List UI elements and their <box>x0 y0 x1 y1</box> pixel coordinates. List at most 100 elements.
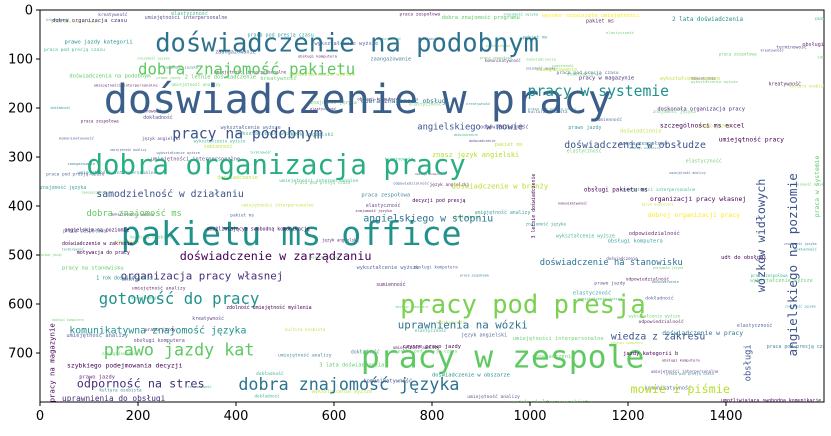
word-mark: pracy w magazynie <box>579 76 634 82</box>
background-word: elastyczność <box>436 320 465 325</box>
x-tick-label: 0 <box>36 409 44 424</box>
background-word: umiejętność analizy <box>278 352 332 359</box>
background-word: wykształcenie wyższe <box>660 76 720 82</box>
word-mark: doświadczenie w pracy <box>104 77 612 123</box>
background-word: umiejętności interpersonalne <box>651 369 719 374</box>
background-word: znajomość języka <box>793 183 826 187</box>
background-word: praca pod presją czasu <box>46 172 105 178</box>
background-word: umiejętności interpersonalne <box>145 14 227 21</box>
background-word: dokładność <box>143 114 172 121</box>
background-word: umiejętności interpersonalne <box>77 169 156 176</box>
background-word: kultura osobista <box>99 387 142 393</box>
background-word: język angielski <box>142 136 181 142</box>
word-mark: udt do obsługi <box>721 255 766 261</box>
background-word: obsługi komputera <box>608 238 663 244</box>
word-mark: komunikatywna znajomość języka <box>69 324 246 336</box>
background-word: praca pod presją czasu <box>44 47 105 53</box>
background-word: zaangażowanie <box>68 162 95 166</box>
background-word: elastyczność <box>310 107 336 111</box>
background-word: odpowiedzialność <box>393 182 429 186</box>
background-word: pakiet ms <box>523 34 548 40</box>
background-word: język angielski <box>641 202 673 206</box>
background-word: terminowość <box>62 247 84 251</box>
vertical-word-mark: pracy na magazynie <box>48 323 57 402</box>
background-word: kreatywność <box>260 75 296 82</box>
background-word: praca zespołowa <box>81 119 119 124</box>
background-word: elastyczność <box>737 322 772 329</box>
background-word: kreatywność <box>192 315 224 322</box>
background-word: sumienność <box>817 55 831 60</box>
x-tick-label: 1200 <box>611 409 644 424</box>
background-word: terminowość <box>188 385 212 389</box>
background-word: znajomość języka <box>526 221 567 226</box>
background-word: pakiet ms <box>230 213 254 219</box>
background-word: prawo jazdy <box>594 281 625 287</box>
background-word: język angielski <box>461 332 507 338</box>
background-word: obsługi komputera <box>629 146 660 150</box>
background-word: prawo jazdy <box>79 374 115 380</box>
background-word: znajomość języka <box>162 65 198 69</box>
word-mark: 2 lata doświadczenia <box>672 16 743 23</box>
background-word: doświadczenie <box>526 57 556 62</box>
word-mark: uprawnienia na wózki <box>398 319 528 332</box>
background-word: praca pod presją czasu <box>528 107 576 111</box>
word-mark: dobra znajomość języka <box>238 374 459 394</box>
word-mark: 2 letnie doświadczenie <box>185 74 256 81</box>
word-mark: doświadczenie w zarządzaniu <box>180 249 372 263</box>
background-word: umiejętności interpersonalne <box>279 177 358 184</box>
word-mark: dobra znajomość pakietu <box>138 60 355 79</box>
word-mark: decyzji pod presją <box>412 198 465 204</box>
word-mark: doświadczenie na stanowisku <box>540 257 683 268</box>
background-word: sumienność <box>552 64 574 68</box>
x-tick-label: 1400 <box>709 409 742 424</box>
word-mark: wiedza z zakresu <box>611 331 705 342</box>
word-mark: doświadczenie w pracy <box>662 329 743 337</box>
background-word: znajomość języka <box>784 242 817 246</box>
background-word: praca pod presją czasu <box>398 349 458 355</box>
background-word: prawo jazdy <box>145 327 176 333</box>
background-word: wykształcenie wyższe <box>292 72 356 78</box>
word-mark: dobra znajomość ms <box>87 208 182 219</box>
word-mark: uprawnienia do obsługi <box>62 394 166 403</box>
background-word: elastyczność <box>377 37 401 41</box>
word-mark: gotowość do pracy <box>99 289 260 308</box>
word-mark: obsługi pakietu ms <box>584 187 648 193</box>
background-word: znajomość języka <box>653 108 697 115</box>
background-word: kreatywność <box>131 296 159 301</box>
background-word: praca pod presją czasu <box>666 372 714 376</box>
background-word: kreatywność <box>98 11 127 18</box>
background-word: język angielski <box>430 182 470 188</box>
background-word: elastyczność <box>567 148 602 155</box>
background-word: praca zespołowa <box>719 52 757 57</box>
axis-ticks: 0 200 400 600 800 1000 1200 1400 0 100 200 300 400 50… <box>8 4 742 425</box>
word-mark: wysoko rozwinięte umiejętności <box>542 12 639 19</box>
word-mark: umiejętność pracy <box>719 135 785 143</box>
background-word: znajomość języka <box>355 208 392 213</box>
background-word: umiejętność analizy <box>110 148 147 152</box>
background-word: kreatywność <box>46 18 69 22</box>
background-word: pakiet ms <box>586 18 614 24</box>
y-tick-label: 100 <box>8 53 33 68</box>
background-word: doświadczenie <box>454 133 478 137</box>
background-word: dokładność <box>256 370 284 377</box>
background-word: praca zespołowa <box>400 11 441 17</box>
word-mark: dobra organizacja czasu <box>52 18 127 24</box>
background-word: kreatywność <box>761 49 784 53</box>
word-mark: pracy na podobnym <box>172 125 322 142</box>
background-word: elastyczność <box>415 327 447 334</box>
word-mark: doświadczenie w branży <box>452 181 549 190</box>
background-word: wykształcenie wyższe <box>691 79 739 84</box>
word-mark: pracy na stanowisku <box>62 266 124 272</box>
background-word: wykształcenie wyższe <box>314 41 378 47</box>
word-mark: doświadczenie w obszarze <box>432 372 510 379</box>
background-word: kreatywność <box>466 102 490 106</box>
background-word: obsługi komputera <box>611 341 643 345</box>
background-word: prawo jazdy <box>698 123 730 129</box>
word-mark: doskonała organizacja pracy <box>657 106 745 112</box>
background-word: doświadczenie <box>691 76 715 80</box>
word-mark: angielskiego w mowie <box>417 123 523 133</box>
background-word: język angielski <box>322 237 360 242</box>
word-mark: pracy w systemie <box>528 83 669 100</box>
background-word: odpowiedzialność <box>626 275 670 282</box>
